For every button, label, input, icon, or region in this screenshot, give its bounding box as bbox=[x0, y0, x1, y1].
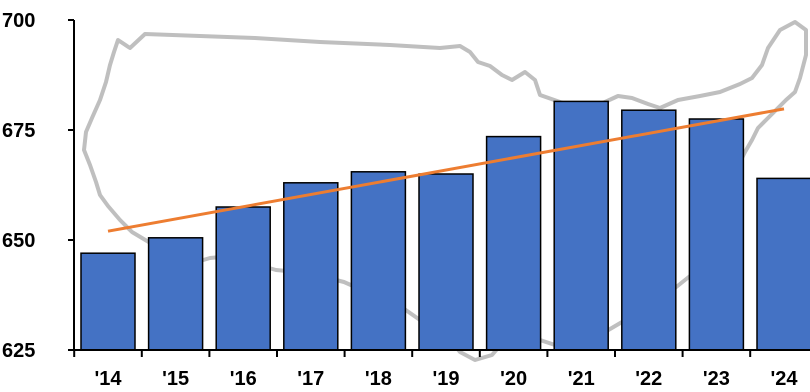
x-tick-label: '17 bbox=[297, 368, 324, 390]
bar-9 bbox=[688, 118, 745, 351]
x-tick-label: '22 bbox=[635, 368, 662, 390]
y-ticks: 625 650 675 700 bbox=[2, 10, 74, 362]
bars bbox=[80, 100, 810, 351]
x-ticks: '14 '15 '16 '17 '18 '19 '20 '21 '22 '23 '24 bbox=[73, 350, 798, 390]
x-tick-label: '24 bbox=[770, 368, 798, 390]
trendline bbox=[107, 107, 785, 233]
bar-8 bbox=[621, 109, 677, 351]
x-tick-label: '20 bbox=[500, 368, 527, 390]
bar-1 bbox=[147, 237, 204, 351]
x-tick-label: '23 bbox=[703, 368, 730, 390]
x-tick-label: '18 bbox=[365, 368, 392, 390]
x-tick-label: '19 bbox=[432, 368, 459, 390]
bar-7 bbox=[553, 100, 609, 351]
bar-2 bbox=[215, 206, 271, 351]
axes bbox=[73, 20, 810, 351]
y-tick-label: 625 bbox=[2, 340, 35, 362]
trendline-line bbox=[107, 107, 785, 233]
bar-6 bbox=[485, 135, 542, 351]
y-tick-label: 675 bbox=[2, 120, 35, 142]
x-tick-label: '16 bbox=[230, 368, 257, 390]
y-tick-label: 700 bbox=[2, 10, 35, 32]
bar-5 bbox=[418, 173, 474, 351]
x-tick-label: '21 bbox=[568, 368, 595, 390]
y-tick-label: 650 bbox=[2, 230, 35, 252]
x-tick-label: '14 bbox=[94, 368, 122, 390]
bar-3 bbox=[283, 182, 339, 351]
x-tick-label: '15 bbox=[162, 368, 189, 390]
bar-4 bbox=[350, 171, 407, 351]
bar-0 bbox=[80, 252, 136, 351]
bar-10 bbox=[756, 177, 810, 351]
